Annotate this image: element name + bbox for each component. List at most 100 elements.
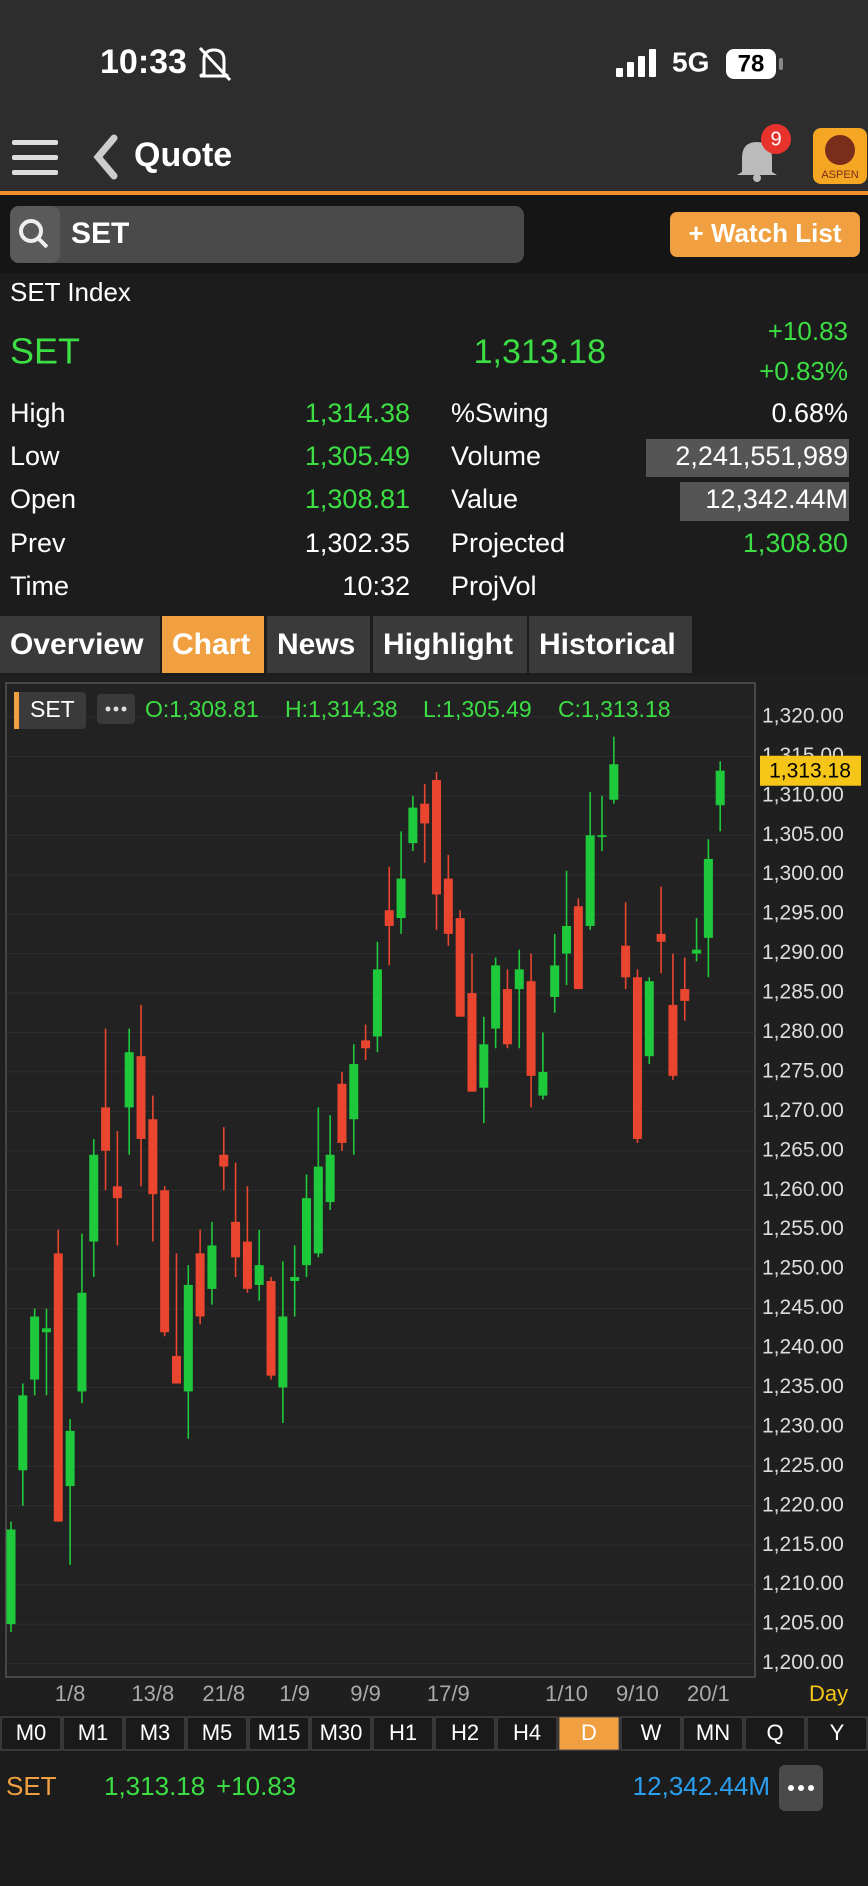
candle-body xyxy=(680,989,690,1001)
period-label: H2 xyxy=(451,1720,479,1745)
candle-body xyxy=(160,1190,170,1333)
tab[interactable] xyxy=(373,616,527,673)
tab[interactable] xyxy=(529,616,692,673)
period-button[interactable] xyxy=(248,1716,310,1751)
tab[interactable] xyxy=(162,616,264,673)
y-tick-label: 1,285.00 xyxy=(762,981,844,1004)
period-label: M0 xyxy=(16,1720,47,1745)
candle-body xyxy=(692,949,702,954)
x-tick-label: 1/8 xyxy=(55,1681,86,1706)
period-button[interactable] xyxy=(744,1716,806,1751)
tab[interactable] xyxy=(0,616,160,673)
x-tick-label: 9/10 xyxy=(616,1681,659,1706)
search-box[interactable] xyxy=(10,206,524,263)
footer-price: 1,313.18 xyxy=(104,1771,205,1801)
y-tick-label: 1,290.00 xyxy=(762,941,844,964)
candle-body xyxy=(349,1064,359,1120)
y-tick-label: 1,225.00 xyxy=(762,1454,844,1477)
stat-label: Prev xyxy=(10,528,66,558)
stat-value: 2,241,551,989 xyxy=(675,441,848,471)
period-button[interactable] xyxy=(186,1716,248,1751)
period-button[interactable] xyxy=(310,1716,372,1751)
index-name: SET Index xyxy=(10,277,131,307)
legend-ohlc: C:1,313.18 xyxy=(558,696,671,722)
watch-list-button[interactable] xyxy=(670,212,860,257)
candle-body xyxy=(65,1430,75,1487)
y-tick-label: 1,270.00 xyxy=(762,1099,844,1122)
stat-value: 10:32 xyxy=(342,571,410,601)
candle-body xyxy=(502,989,512,1045)
y-tick-label: 1,200.00 xyxy=(762,1651,844,1674)
logo[interactable]: ASPEN xyxy=(813,128,867,184)
y-tick-label: 1,320.00 xyxy=(762,704,844,727)
candle-body xyxy=(207,1245,217,1289)
candle-body xyxy=(124,1052,134,1108)
y-tick-label: 1,310.00 xyxy=(762,783,844,806)
y-tick-label: 1,280.00 xyxy=(762,1020,844,1043)
period-button[interactable] xyxy=(620,1716,682,1751)
stat-value: 1,314.38 xyxy=(305,398,410,428)
period-button[interactable] xyxy=(62,1716,124,1751)
period-label: M1 xyxy=(78,1720,109,1745)
candle-body xyxy=(550,965,560,997)
period-button[interactable] xyxy=(124,1716,186,1751)
y-tick-label: 1,275.00 xyxy=(762,1059,844,1082)
y-tick-label: 1,260.00 xyxy=(762,1178,844,1201)
tab-label: Historical xyxy=(539,628,676,661)
candle-body xyxy=(313,1166,323,1254)
period-button[interactable] xyxy=(496,1716,558,1751)
candle-body xyxy=(668,1004,678,1076)
legend-symbol-box[interactable] xyxy=(14,692,86,729)
y-tick-label: 1,250.00 xyxy=(762,1257,844,1280)
x-tick-label: 21/8 xyxy=(202,1681,245,1706)
candle-body xyxy=(278,1316,288,1388)
value-highlight xyxy=(680,482,849,521)
y-tick-label: 1,305.00 xyxy=(762,823,844,846)
candle-body xyxy=(337,1083,347,1143)
period-label: Q xyxy=(766,1720,783,1745)
candle-body xyxy=(632,977,642,1139)
y-tick-label: 1,240.00 xyxy=(762,1336,844,1359)
candle-body xyxy=(242,1241,252,1289)
period-label: D xyxy=(581,1720,597,1745)
stat-label: %Swing xyxy=(451,398,549,428)
period-label: M15 xyxy=(258,1720,301,1745)
period-button[interactable] xyxy=(558,1716,620,1751)
search-icon-bg xyxy=(10,206,60,263)
last-price: 1,313.18 xyxy=(474,333,606,371)
legend-ohlc: L:1,305.49 xyxy=(423,696,532,722)
period-button[interactable] xyxy=(372,1716,434,1751)
period-label: M3 xyxy=(140,1720,171,1745)
period-button[interactable] xyxy=(0,1716,62,1751)
candle-body xyxy=(609,764,619,800)
legend-menu-dots xyxy=(105,706,127,712)
network: 5G xyxy=(672,46,709,77)
tab-label: Overview xyxy=(10,628,144,661)
candle-body xyxy=(372,969,382,1037)
footer-symbol: SET xyxy=(6,1771,57,1801)
stat-value: 12,342.44M xyxy=(705,484,848,514)
candle-body xyxy=(171,1355,181,1384)
y-tick-label: 1,295.00 xyxy=(762,902,844,925)
volume-highlight xyxy=(646,439,849,477)
period-label: M5 xyxy=(202,1720,233,1745)
back-button[interactable] xyxy=(93,134,118,180)
tab-label: Highlight xyxy=(383,628,513,661)
signal-icon xyxy=(616,49,656,77)
change: +10.83 xyxy=(768,316,848,346)
x-tick-label: 9/9 xyxy=(350,1681,381,1706)
period-button[interactable] xyxy=(806,1716,868,1751)
last-price-label: 1,313.18 xyxy=(769,759,851,782)
period-button[interactable] xyxy=(682,1716,744,1751)
notifications-button[interactable]: 9 xyxy=(737,124,791,182)
candle-body xyxy=(432,780,442,895)
menu-button[interactable] xyxy=(12,140,58,175)
tab[interactable] xyxy=(267,616,370,673)
stat-label: Volume xyxy=(451,441,541,471)
period-button[interactable] xyxy=(434,1716,496,1751)
candle-body xyxy=(514,969,524,990)
candle-body xyxy=(148,1119,158,1195)
period-label: H1 xyxy=(389,1720,417,1745)
watch-list-label: + Watch List xyxy=(689,218,842,248)
